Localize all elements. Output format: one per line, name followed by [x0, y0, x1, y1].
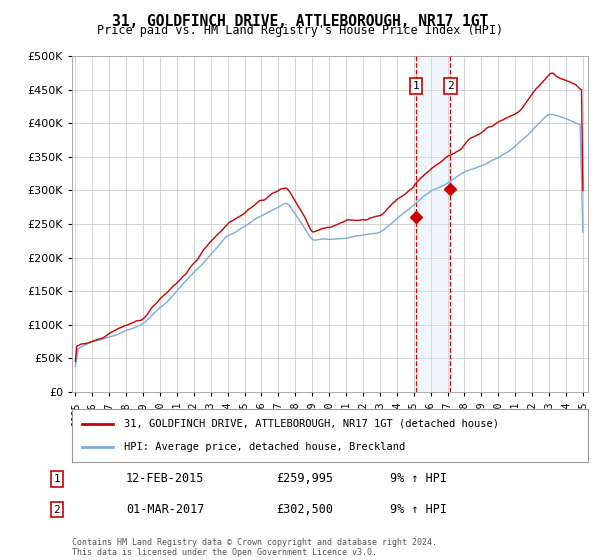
- Text: 31, GOLDFINCH DRIVE, ATTLEBOROUGH, NR17 1GT: 31, GOLDFINCH DRIVE, ATTLEBOROUGH, NR17 …: [112, 14, 488, 29]
- Text: 1: 1: [53, 474, 61, 484]
- Text: £259,995: £259,995: [276, 472, 333, 486]
- Text: 2: 2: [53, 505, 61, 515]
- Text: 12-FEB-2015: 12-FEB-2015: [126, 472, 205, 486]
- Text: 01-MAR-2017: 01-MAR-2017: [126, 503, 205, 516]
- Text: Contains HM Land Registry data © Crown copyright and database right 2024.
This d: Contains HM Land Registry data © Crown c…: [72, 538, 437, 557]
- Text: £302,500: £302,500: [276, 503, 333, 516]
- Text: HPI: Average price, detached house, Breckland: HPI: Average price, detached house, Brec…: [124, 442, 405, 452]
- Text: 2: 2: [447, 81, 454, 91]
- Text: 31, GOLDFINCH DRIVE, ATTLEBOROUGH, NR17 1GT (detached house): 31, GOLDFINCH DRIVE, ATTLEBOROUGH, NR17 …: [124, 419, 499, 429]
- Text: 9% ↑ HPI: 9% ↑ HPI: [390, 503, 447, 516]
- Text: 1: 1: [412, 81, 419, 91]
- Text: Price paid vs. HM Land Registry's House Price Index (HPI): Price paid vs. HM Land Registry's House …: [97, 24, 503, 37]
- Bar: [416, 56, 451, 392]
- Text: 9% ↑ HPI: 9% ↑ HPI: [390, 472, 447, 486]
